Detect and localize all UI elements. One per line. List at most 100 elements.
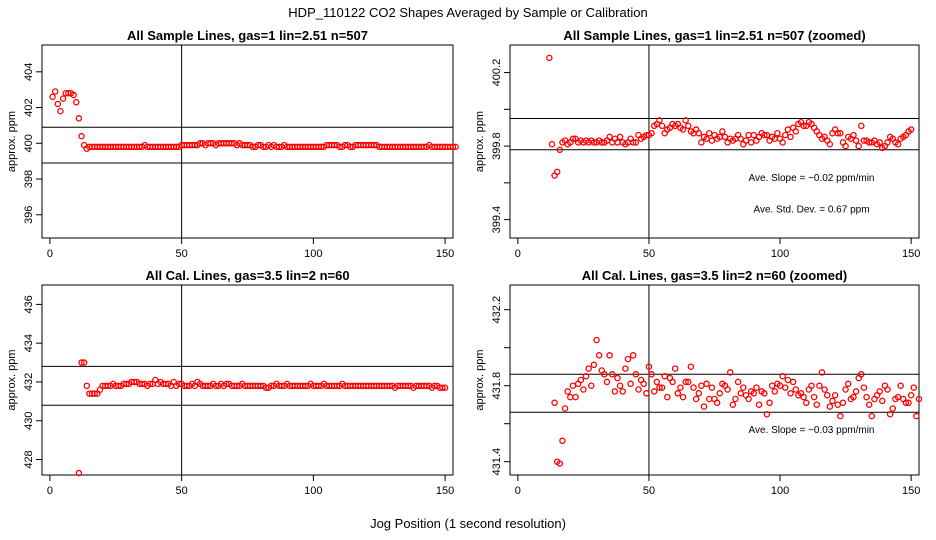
data-point: [80, 359, 88, 366]
data-point: [724, 386, 731, 393]
data-point: [386, 382, 394, 390]
data-point: [627, 380, 634, 388]
data-point: [787, 133, 794, 141]
data-point: [162, 380, 170, 388]
data-point: [431, 382, 438, 390]
data-point: [645, 363, 653, 370]
chart-title: All Sample Lines, gas=1 lin=2.51 n=507: [127, 28, 368, 43]
data-point: [708, 137, 716, 144]
data-point: [441, 384, 449, 392]
data-point: [800, 122, 807, 130]
data-point: [837, 129, 844, 137]
data-point: [452, 143, 459, 151]
data-point: [658, 122, 666, 130]
data-point: [834, 129, 841, 137]
data-point: [850, 393, 857, 401]
plot-frame: [509, 284, 920, 476]
data-point: [682, 378, 689, 386]
y-axis-label: approx. ppm: [474, 111, 486, 172]
data-point: [755, 401, 763, 408]
data-point: [656, 117, 663, 124]
data-point: [721, 133, 729, 141]
x-tick-label: 50: [643, 485, 655, 497]
plot-frame: [41, 284, 454, 476]
data-point: [590, 361, 598, 369]
data-point: [779, 372, 786, 380]
y-axis-label: approx. ppm: [474, 349, 486, 410]
chart-panel-4: All Cal. Lines, gas=3.5 lin=2 n=60 (zoom…: [474, 268, 923, 497]
data-point: [787, 390, 794, 397]
data-point: [774, 129, 781, 137]
chart-panel-3: All Cal. Lines, gas=3.5 lin=2 n=60 0 50 100…: [6, 268, 454, 497]
x-tick-label: 150: [436, 485, 454, 497]
data-point: [708, 384, 716, 391]
data-point: [449, 143, 457, 151]
x-tick-label: 0: [47, 248, 53, 260]
x-tick-label: 50: [176, 248, 188, 260]
data-point: [611, 388, 619, 395]
data-point: [685, 122, 692, 130]
data-point: [650, 388, 658, 395]
data-point: [257, 382, 264, 390]
data-point: [860, 384, 868, 391]
data-point: [784, 126, 792, 133]
data-point: [913, 412, 920, 420]
y-tick-label: 430: [23, 412, 35, 430]
data-point: [572, 393, 579, 401]
data-point: [569, 135, 577, 142]
data-point: [175, 380, 183, 388]
data-point: [876, 388, 883, 395]
data-point: [771, 388, 779, 395]
data-point: [671, 365, 679, 372]
data-point: [49, 93, 56, 101]
data-point: [698, 139, 705, 146]
data-point: [582, 372, 590, 380]
data-point: [789, 378, 797, 386]
annotation-text: Ave. Std. Dev. = 0.67 ppm: [753, 204, 869, 215]
data-point: [624, 355, 632, 363]
x-tick-label: 0: [47, 485, 53, 497]
data-point: [855, 142, 862, 150]
data-point: [658, 384, 666, 391]
data-point: [858, 371, 865, 378]
data-point: [212, 382, 220, 390]
data-point: [70, 91, 77, 99]
data-point: [75, 115, 83, 122]
x-tick-label: 0: [515, 248, 521, 260]
plot-frame: [41, 44, 454, 239]
data-point: [629, 352, 637, 359]
data-point: [734, 378, 742, 386]
data-point: [706, 395, 713, 403]
data-point: [792, 128, 800, 135]
data-point: [629, 139, 637, 146]
data-point: [818, 369, 826, 376]
data-point: [695, 390, 703, 397]
data-point: [868, 412, 876, 420]
data-point: [703, 380, 710, 388]
data-point: [690, 384, 697, 391]
chart-title: All Cal. Lines, gas=3.5 lin=2 n=60 (zoom…: [582, 268, 848, 283]
annotation-text: Ave. Slope = −0.02 ppm/min: [748, 173, 874, 184]
data-point: [713, 399, 721, 407]
data-point: [262, 384, 270, 392]
data-point: [858, 122, 865, 130]
data-point: [792, 386, 800, 393]
y-tick-label: 404: [23, 63, 35, 81]
data-point: [664, 393, 671, 401]
data-point: [315, 382, 322, 390]
data-point: [138, 380, 146, 388]
data-point: [761, 390, 768, 397]
y-tick-label: 399.4: [491, 206, 503, 234]
data-point: [894, 141, 902, 148]
data-point: [834, 401, 841, 408]
data-point: [643, 390, 650, 397]
data-point: [732, 395, 739, 403]
data-point: [852, 388, 860, 395]
data-point: [78, 132, 85, 140]
data-point: [813, 401, 821, 408]
data-point: [233, 382, 241, 390]
data-point: [842, 142, 849, 150]
chart-panel-2: All Sample Lines, gas=1 lin=2.51 n=507 (…: [474, 28, 920, 260]
x-tick-label: 100: [304, 485, 322, 497]
data-point: [78, 359, 85, 366]
